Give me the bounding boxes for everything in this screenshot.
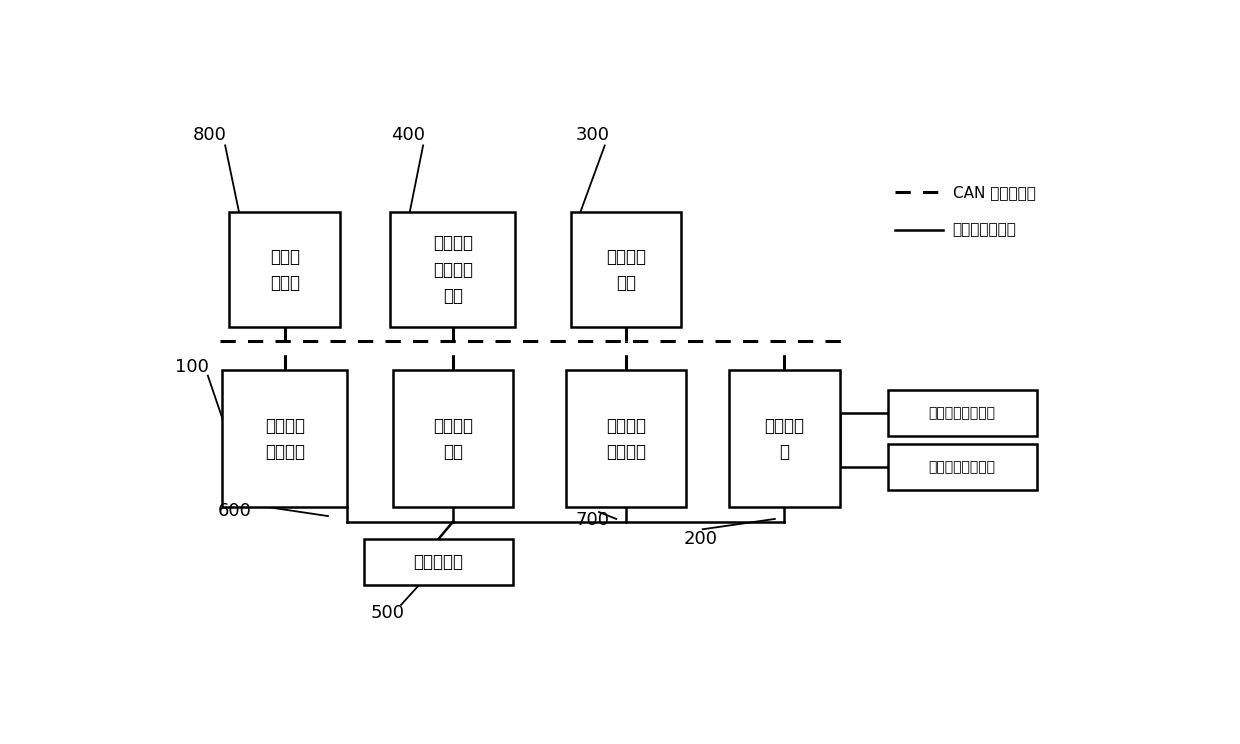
Bar [393,370,513,507]
Bar [888,390,1037,436]
Bar [565,370,686,507]
Bar [222,370,347,507]
Text: 快充低压信号接口: 快充低压信号接口 [929,406,996,420]
Text: 700: 700 [575,511,609,529]
Text: 100: 100 [175,358,208,376]
Bar [888,444,1037,490]
Text: 慢充低压信号接口: 慢充低压信号接口 [929,461,996,475]
Bar [391,213,516,327]
Text: 延时充电
请求控制
单元: 延时充电 请求控制 单元 [433,234,472,305]
Text: 500: 500 [371,604,404,623]
Text: 200: 200 [683,530,718,548]
Text: CAN 网络连接线: CAN 网络连接线 [952,185,1035,200]
Text: 车速监
控单元: 车速监 控单元 [270,248,300,292]
Bar [570,213,681,327]
Bar [365,539,513,585]
Text: 高压电池
管理系统: 高压电池 管理系统 [264,417,305,461]
Text: 300: 300 [575,126,609,144]
Text: 400: 400 [391,126,425,144]
Text: 空调控制
单元: 空调控制 单元 [606,248,646,292]
Text: 硬线信号连接线: 硬线信号连接线 [952,222,1017,237]
Text: 整车控制
单元: 整车控制 单元 [433,417,472,461]
Bar [229,213,340,327]
Bar [729,370,839,507]
Text: 仪表显示
控制单元: 仪表显示 控制单元 [606,417,646,461]
Text: 800: 800 [193,126,227,144]
Text: 充电控制
器: 充电控制 器 [764,417,805,461]
Text: 600: 600 [218,502,252,521]
Text: 手刹传感器: 手刹传感器 [413,553,464,571]
